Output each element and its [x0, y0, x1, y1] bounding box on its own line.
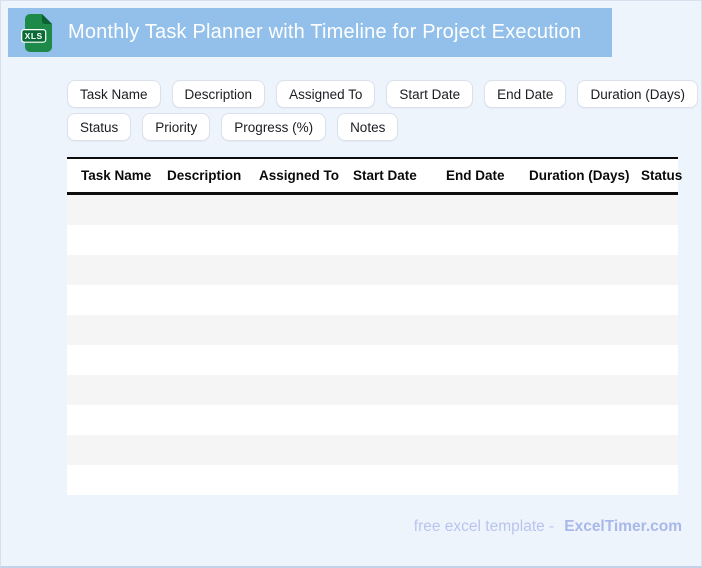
chip-start-date[interactable]: Start Date	[386, 80, 474, 108]
chip-task-name[interactable]: Task Name	[67, 80, 161, 108]
footer-text: free excel template -	[413, 518, 555, 535]
table-row	[67, 435, 678, 465]
chip-progress[interactable]: Progress (%)	[221, 113, 327, 141]
column-header-description: Description	[167, 168, 242, 183]
chip-status[interactable]: Status	[67, 113, 132, 141]
footer: free excel template - ExcelTimer.com	[414, 518, 682, 536]
task-table: Task Name Description Assigned To Start Dat…	[67, 157, 682, 495]
chip-description[interactable]: Description	[171, 80, 266, 108]
chip-duration-days[interactable]: Duration (Days)	[577, 80, 698, 108]
table-row	[67, 405, 678, 435]
table-body	[67, 195, 678, 495]
column-header-assigned-to: Assigned To	[259, 168, 340, 183]
column-header-status: Status	[641, 168, 683, 183]
xls-badge-label: XLS	[25, 31, 43, 41]
header-bar: XLS Monthly Task Planner with Timeline f…	[8, 8, 612, 57]
chip-notes[interactable]: Notes	[337, 113, 399, 141]
page-title: Monthly Task Planner with Timeline for P…	[68, 21, 582, 43]
column-header-end-date: End Date	[446, 168, 505, 183]
chip-end-date[interactable]: End Date	[484, 80, 567, 108]
brand-link[interactable]: ExcelTimer.com	[564, 518, 682, 535]
table-row	[67, 345, 678, 375]
column-header-duration-days: Duration (Days)	[529, 168, 630, 183]
table-row	[67, 195, 678, 225]
table-row	[67, 285, 678, 315]
table-row	[67, 315, 678, 345]
chip-assigned-to[interactable]: Assigned To	[276, 80, 376, 108]
field-chip-row-2: Status Priority Progress (%) Notes	[67, 113, 692, 141]
column-header-start-date: Start Date	[353, 168, 417, 183]
field-chip-row-1: Task Name Description Assigned To Start Dat…	[67, 80, 698, 108]
field-chip-list: Task Name Description Assigned To Start Dat…	[67, 80, 698, 141]
table-header-row: Task Name Description Assigned To Start Dat…	[67, 157, 682, 195]
column-header-task-name: Task Name	[81, 168, 152, 183]
table-row	[67, 225, 678, 255]
chip-priority[interactable]: Priority	[142, 113, 211, 141]
table-row	[67, 465, 678, 495]
table-row	[67, 375, 678, 405]
table-row	[67, 255, 678, 285]
xls-file-icon: XLS	[21, 13, 52, 52]
